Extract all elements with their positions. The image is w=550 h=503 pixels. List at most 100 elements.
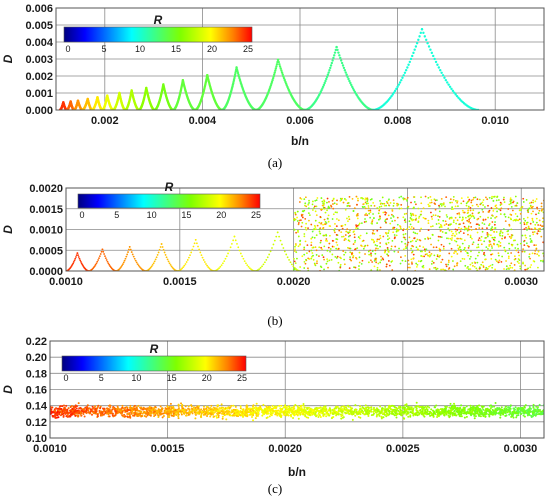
- data-point: [449, 201, 452, 204]
- data-point: [259, 266, 262, 269]
- data-point: [426, 253, 428, 255]
- data-point: [312, 254, 314, 257]
- data-point: [376, 269, 379, 271]
- data-point: [468, 245, 470, 247]
- data-point: [440, 204, 443, 207]
- data-point: [136, 263, 139, 265]
- data-point: [501, 234, 504, 237]
- data-point: [325, 75, 329, 79]
- data-point: [451, 208, 453, 211]
- data-point: [431, 218, 434, 220]
- data-point: [528, 411, 531, 414]
- data-point: [314, 226, 317, 228]
- data-point: [276, 58, 280, 62]
- data-point: [519, 267, 522, 270]
- data-point: [528, 253, 531, 256]
- data-point: [534, 250, 537, 252]
- data-point: [488, 211, 490, 213]
- data-point: [429, 237, 432, 240]
- data-point: [531, 252, 534, 255]
- data-point: [434, 208, 437, 211]
- data-point: [341, 224, 344, 227]
- data-point: [197, 406, 200, 409]
- data-point: [510, 234, 513, 236]
- data-point: [524, 264, 527, 267]
- data-point: [478, 267, 481, 270]
- data-point: [325, 262, 328, 265]
- data-point: [370, 238, 373, 241]
- data-point: [452, 408, 455, 410]
- data-point: [315, 199, 318, 202]
- data-point: [366, 200, 369, 203]
- data-point: [531, 219, 534, 222]
- data-point: [391, 269, 394, 271]
- data-point: [177, 407, 180, 410]
- x-tick-label: 0.0010: [49, 276, 83, 288]
- data-point: [472, 209, 475, 212]
- data-point: [296, 216, 298, 219]
- data-point: [324, 223, 327, 225]
- data-point: [476, 246, 478, 249]
- data-point: [402, 406, 405, 409]
- data-point: [109, 406, 112, 409]
- data-point: [99, 406, 102, 409]
- data-point: [327, 217, 329, 220]
- data-point: [340, 231, 343, 234]
- data-point: [468, 214, 471, 217]
- data-point: [208, 267, 211, 270]
- data-point: [322, 83, 326, 87]
- data-point: [431, 260, 434, 263]
- data-point: [71, 263, 74, 266]
- data-point: [469, 236, 472, 239]
- data-point: [107, 262, 110, 265]
- data-point: [319, 265, 322, 268]
- data-point: [515, 218, 518, 221]
- data-point: [393, 202, 395, 205]
- data-point: [299, 239, 302, 242]
- data-point: [527, 267, 529, 270]
- data-point: [469, 404, 472, 407]
- data-point: [307, 227, 309, 230]
- data-point: [339, 263, 342, 266]
- data-point: [339, 199, 342, 202]
- data-point: [187, 413, 190, 416]
- data-point: [379, 203, 382, 205]
- data-point: [88, 407, 91, 410]
- data-point: [95, 262, 98, 265]
- data-point: [510, 214, 513, 216]
- data-point: [367, 209, 370, 212]
- data-point: [334, 223, 336, 225]
- data-point: [385, 221, 387, 224]
- data-point: [327, 220, 330, 223]
- data-point: [124, 415, 127, 418]
- data-point: [330, 61, 334, 65]
- data-point: [414, 219, 417, 221]
- data-point: [438, 222, 440, 225]
- data-point: [282, 75, 285, 78]
- colorbar-tick-label: 0: [79, 210, 84, 220]
- data-point: [306, 252, 308, 255]
- data-point: [491, 247, 494, 249]
- data-point: [485, 196, 487, 199]
- data-point: [134, 259, 137, 262]
- data-point: [343, 263, 346, 266]
- data-point: [534, 252, 536, 255]
- data-point: [530, 206, 533, 209]
- data-point: [494, 401, 497, 404]
- data-point: [378, 414, 381, 417]
- data-point: [523, 412, 526, 415]
- data-point: [428, 251, 431, 254]
- data-point: [127, 248, 130, 251]
- data-point: [382, 211, 385, 214]
- data-point: [157, 416, 160, 419]
- data-point: [511, 244, 514, 247]
- data-point: [370, 252, 372, 255]
- data-point: [319, 241, 322, 244]
- data-point: [386, 253, 389, 256]
- data-point: [312, 228, 315, 231]
- data-point: [438, 204, 440, 207]
- data-point: [192, 245, 195, 248]
- data-point: [420, 227, 423, 230]
- data-point: [168, 415, 171, 418]
- data-point: [507, 233, 509, 236]
